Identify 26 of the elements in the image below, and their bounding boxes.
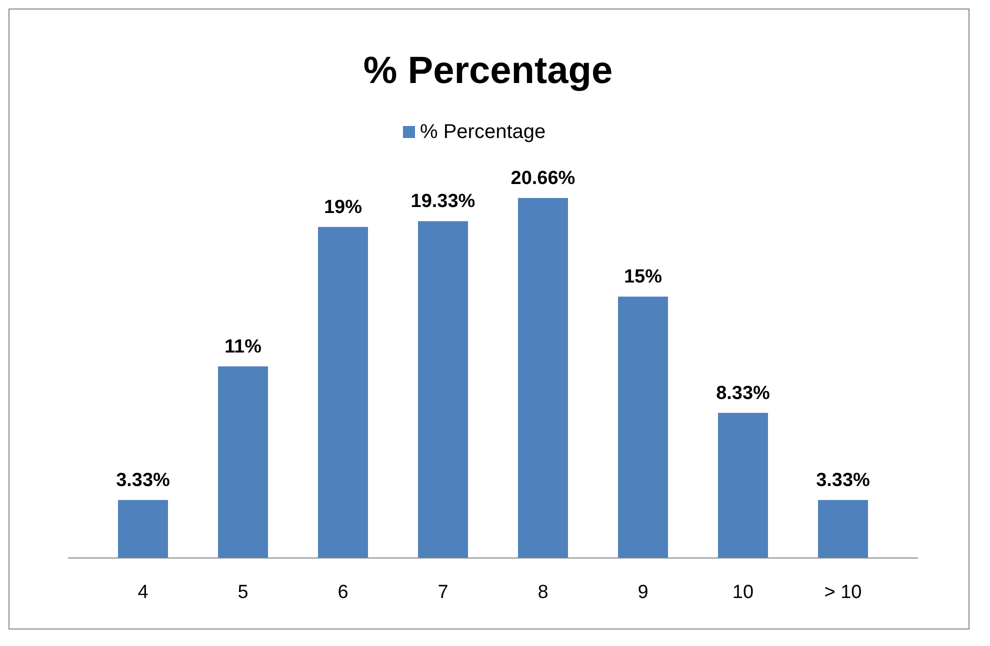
data-label: 19.33% xyxy=(410,191,476,212)
x-tick-label: > 10 xyxy=(824,582,862,603)
data-label: 3.33% xyxy=(116,470,170,491)
data-label: 19% xyxy=(324,196,362,218)
data-label: 11% xyxy=(224,336,262,358)
data-label: 15% xyxy=(624,266,662,288)
data-label: 3.33% xyxy=(816,470,870,491)
bar xyxy=(618,296,668,558)
x-tick-label: 6 xyxy=(338,582,348,603)
bar xyxy=(318,226,368,558)
legend-label: % Percentage xyxy=(420,121,546,143)
bar xyxy=(418,221,468,558)
x-tick-label: 4 xyxy=(138,582,149,603)
bar xyxy=(218,366,268,558)
x-tick-label: 7 xyxy=(438,582,448,603)
data-label: 20.66% xyxy=(510,168,576,189)
bar xyxy=(118,500,168,558)
x-tick-label: 10 xyxy=(732,582,754,603)
x-tick-label: 5 xyxy=(238,582,248,603)
bar xyxy=(518,198,568,558)
chart-title: % Percentage xyxy=(363,50,613,92)
data-label: 8.33% xyxy=(716,382,770,404)
bar xyxy=(718,412,768,558)
bar xyxy=(818,500,868,558)
x-tick-label: 8 xyxy=(538,582,548,603)
x-tick-label: 9 xyxy=(638,582,648,603)
